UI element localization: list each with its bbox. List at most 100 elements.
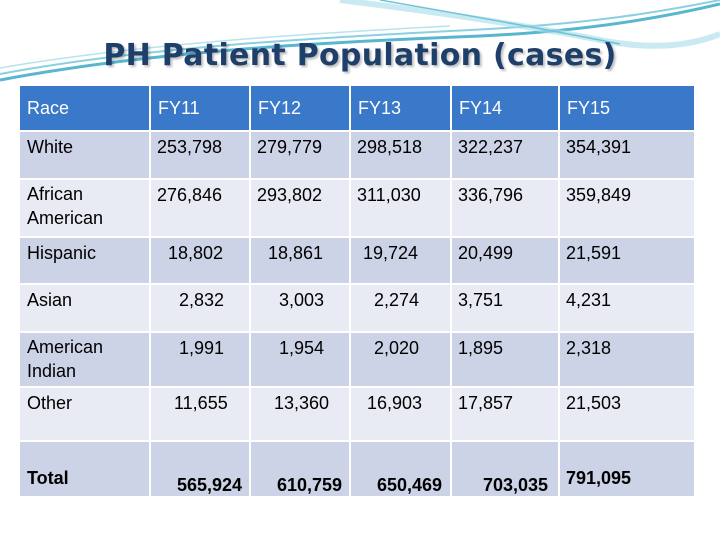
decorative-swoosh [0, 0, 720, 82]
cell-value: 2,832 [179, 290, 225, 310]
cell-value: 3,003 [279, 290, 325, 310]
row-label: Asian [18, 283, 151, 333]
table-cell: 21,591 [558, 236, 696, 285]
table-cell: 11,655 [149, 386, 251, 442]
table-cell: 19,724 [349, 236, 452, 285]
table-cell: 253,798 [149, 130, 251, 180]
row-label: Other [18, 386, 151, 442]
row-label: Total [18, 440, 151, 498]
table-cell: 2,020 [349, 331, 452, 388]
cell-value: 253,798 [157, 137, 223, 157]
header-row: Race FY11 FY12 FY13 FY14 FY15 [18, 84, 696, 132]
total-label: Total [27, 468, 69, 488]
cell-value: 21,503 [566, 393, 622, 413]
col-header-fy15: FY15 [558, 84, 696, 132]
col-header-fy11: FY11 [149, 84, 251, 132]
row-label: White [18, 130, 151, 180]
table-cell: 279,779 [249, 130, 351, 180]
cell-value: 21,591 [566, 243, 622, 263]
table-row-african-american: African American 276,846 293,802 311,030… [18, 178, 696, 238]
cell-value: 322,237 [458, 137, 524, 157]
table-cell: 16,903 [349, 386, 452, 442]
table-cell: 4,231 [558, 283, 696, 333]
table-row-asian: Asian 2,832 3,003 2,274 3,751 4,231 [18, 283, 696, 333]
cell-value: 13,360 [274, 393, 330, 413]
population-table: Race FY11 FY12 FY13 FY14 FY15 White 253,… [18, 84, 696, 498]
table-cell: 18,861 [249, 236, 351, 285]
cell-value: 17,857 [458, 393, 514, 413]
cell-value: 2,274 [374, 290, 420, 310]
cell-value: 359,849 [566, 185, 632, 205]
table-cell: 311,030 [349, 178, 452, 238]
row-label-text: Other [27, 393, 73, 413]
table-cell: 565,924 [149, 440, 251, 498]
table-cell: 298,518 [349, 130, 452, 180]
table-cell: 276,846 [149, 178, 251, 238]
row-label-text: White [27, 137, 74, 157]
total-value: 650,469 [377, 475, 443, 495]
table-cell: 610,759 [249, 440, 351, 498]
cell-value: 1,895 [458, 338, 504, 358]
cell-value: 279,779 [257, 137, 323, 157]
table-cell: 293,802 [249, 178, 351, 238]
table-cell: 18,802 [149, 236, 251, 285]
total-value: 565,924 [177, 475, 243, 495]
table-cell: 1,954 [249, 331, 351, 388]
cell-value: 1,954 [279, 338, 325, 358]
table-cell: 17,857 [450, 386, 560, 442]
cell-value: 11,655 [174, 393, 228, 413]
table-row-american-indian: American Indian 1,991 1,954 2,020 1,895 … [18, 331, 696, 388]
col-header-fy14: FY14 [450, 84, 560, 132]
table-row-white: White 253,798 279,779 298,518 322,237 35… [18, 130, 696, 180]
cell-value: 3,751 [458, 290, 504, 310]
page-title: PH Patient Population (cases) [103, 38, 617, 73]
row-label: Hispanic [18, 236, 151, 285]
col-header-fy13: FY13 [349, 84, 452, 132]
row-label: African American [18, 178, 151, 238]
table-cell: 322,237 [450, 130, 560, 180]
row-label: American Indian [18, 331, 151, 388]
table-cell: 2,318 [558, 331, 696, 388]
col-header-fy12: FY12 [249, 84, 351, 132]
cell-value: 2,318 [566, 338, 612, 358]
table-row-other: Other 11,655 13,360 16,903 17,857 21,503 [18, 386, 696, 442]
cell-value: 16,903 [367, 393, 423, 413]
table-cell: 1,895 [450, 331, 560, 388]
row-label-text: African American [27, 184, 104, 228]
table-cell: 354,391 [558, 130, 696, 180]
cell-value: 18,802 [168, 243, 224, 263]
table-cell: 359,849 [558, 178, 696, 238]
cell-value: 354,391 [566, 137, 632, 157]
table-cell: 703,035 [450, 440, 560, 498]
cell-value: 293,802 [257, 185, 323, 205]
table-cell: 336,796 [450, 178, 560, 238]
table-cell: 20,499 [450, 236, 560, 285]
table-cell: 1,991 [149, 331, 251, 388]
table-cell: 2,832 [149, 283, 251, 333]
table-cell: 650,469 [349, 440, 452, 498]
cell-value: 20,499 [458, 243, 514, 263]
cell-value: 311,030 [357, 185, 421, 205]
cell-value: 19,724 [363, 243, 419, 263]
table-cell: 13,360 [249, 386, 351, 442]
cell-value: 1,991 [179, 338, 225, 358]
cell-value: 18,861 [268, 243, 324, 263]
table-cell: 791,095 [558, 440, 696, 498]
cell-value: 276,846 [157, 185, 223, 205]
cell-value: 336,796 [458, 185, 524, 205]
cell-value: 298,518 [357, 137, 423, 157]
col-header-race: Race [18, 84, 151, 132]
table-cell: 3,003 [249, 283, 351, 333]
row-label-text: Asian [27, 290, 73, 310]
table-cell: 3,751 [450, 283, 560, 333]
cell-value: 4,231 [566, 290, 612, 310]
table-row-hispanic: Hispanic 18,802 18,861 19,724 20,499 21,… [18, 236, 696, 285]
total-value: 791,095 [566, 468, 632, 488]
table-cell: 2,274 [349, 283, 452, 333]
row-label-text: American Indian [27, 337, 104, 381]
cell-value: 2,020 [374, 338, 420, 358]
total-value: 610,759 [277, 475, 343, 495]
total-value: 703,035 [483, 475, 549, 495]
table-row-total: Total 565,924 610,759 650,469 703,035 79… [18, 440, 696, 498]
table-cell: 21,503 [558, 386, 696, 442]
